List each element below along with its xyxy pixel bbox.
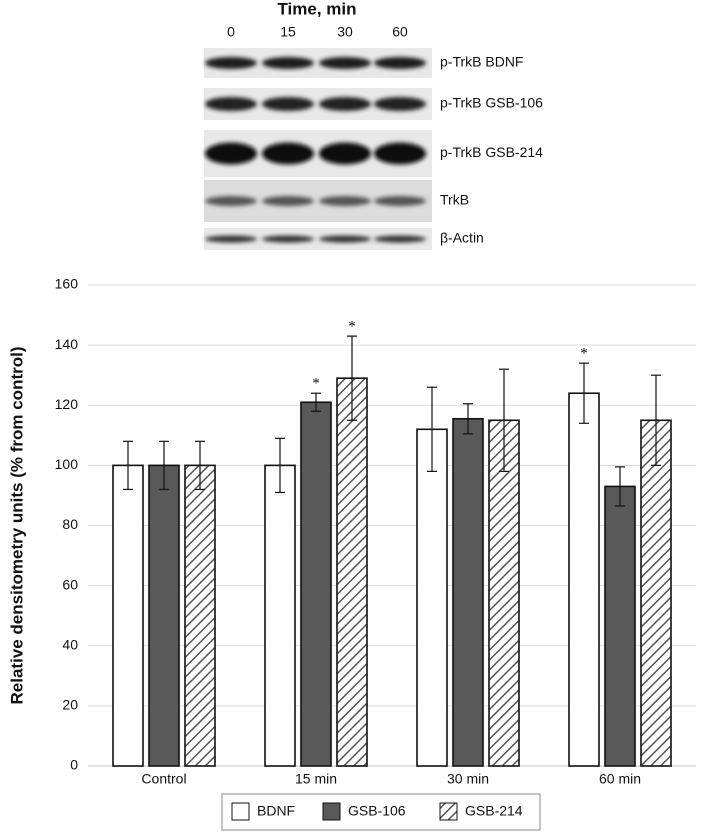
legend-label: GSB-214 bbox=[465, 803, 523, 819]
blot-band bbox=[374, 196, 426, 206]
bar bbox=[416, 428, 448, 767]
lane-label: 60 bbox=[392, 24, 408, 40]
bar bbox=[300, 401, 332, 767]
legend-swatch bbox=[439, 802, 458, 821]
blot-band bbox=[319, 57, 371, 69]
lane-label: 0 bbox=[227, 24, 235, 40]
row-label: TrkB bbox=[440, 192, 469, 208]
significance-marker: * bbox=[312, 376, 320, 392]
y-tick-label: 40 bbox=[62, 636, 78, 652]
bar bbox=[264, 464, 296, 767]
blot-band bbox=[319, 142, 371, 165]
blot-band bbox=[205, 97, 257, 111]
blot-band bbox=[374, 142, 426, 165]
blot-band bbox=[374, 97, 426, 111]
error-bar bbox=[463, 403, 473, 435]
row-label: p-TrkB GSB-214 bbox=[440, 144, 543, 160]
error-bar bbox=[615, 466, 625, 507]
y-tick-label: 140 bbox=[55, 336, 79, 352]
row-label: p-TrkB BDNF bbox=[440, 54, 523, 70]
bar bbox=[604, 485, 636, 767]
error-bar bbox=[499, 368, 509, 472]
significance-marker: * bbox=[348, 319, 356, 335]
blot-strip bbox=[204, 228, 432, 250]
x-tick-label: 60 min bbox=[599, 771, 641, 787]
blot-band bbox=[319, 196, 371, 206]
legend-swatch bbox=[231, 802, 250, 821]
bar bbox=[488, 419, 520, 767]
y-tick-label: 120 bbox=[55, 396, 79, 412]
blot-band bbox=[319, 235, 371, 243]
bar bbox=[184, 464, 216, 767]
y-tick-label: 0 bbox=[70, 757, 78, 773]
blot-band bbox=[205, 57, 257, 69]
bar bbox=[640, 419, 672, 767]
error-bar bbox=[123, 440, 133, 491]
blot-band bbox=[262, 142, 314, 165]
blot-band bbox=[262, 196, 314, 206]
x-tick-label: Control bbox=[141, 771, 186, 787]
y-tick-label: 160 bbox=[55, 276, 79, 292]
y-axis-label: Relative densitometry units (% from cont… bbox=[7, 347, 26, 705]
bar bbox=[568, 392, 600, 767]
blot-band bbox=[205, 142, 257, 165]
error-bar bbox=[427, 386, 437, 472]
significance-marker: * bbox=[580, 346, 588, 362]
error-bar bbox=[651, 374, 661, 466]
error-bar bbox=[579, 362, 589, 424]
blot-band bbox=[319, 97, 371, 111]
lane-label: 15 bbox=[280, 24, 296, 40]
bar bbox=[336, 377, 368, 767]
blot-title: Time, min bbox=[277, 0, 356, 18]
x-tick-label: 30 min bbox=[447, 771, 489, 787]
y-tick-label: 60 bbox=[62, 576, 78, 592]
row-label: β-Actin bbox=[440, 230, 484, 246]
legend-swatch bbox=[322, 802, 341, 821]
y-tick-label: 80 bbox=[62, 516, 78, 532]
blot-band bbox=[205, 196, 257, 206]
bar bbox=[112, 464, 144, 767]
blot-band bbox=[262, 235, 314, 243]
row-label: p-TrkB GSB-106 bbox=[440, 95, 543, 111]
y-tick-label: 20 bbox=[62, 697, 78, 713]
error-bar bbox=[159, 440, 169, 491]
bar bbox=[452, 417, 484, 767]
y-tick-label: 100 bbox=[55, 456, 79, 472]
legend-box bbox=[221, 793, 541, 831]
error-bar bbox=[275, 437, 285, 494]
x-tick-label: 15 min bbox=[295, 771, 337, 787]
legend-label: GSB-106 bbox=[348, 803, 406, 819]
blot-band bbox=[262, 57, 314, 69]
blot-band bbox=[374, 235, 426, 243]
error-bar bbox=[347, 335, 357, 421]
error-bar bbox=[311, 392, 321, 412]
blot-band bbox=[262, 97, 314, 111]
blot-band bbox=[374, 57, 426, 69]
blot-band bbox=[205, 235, 257, 243]
error-bar bbox=[195, 440, 205, 491]
legend-label: BDNF bbox=[257, 803, 295, 819]
bar bbox=[148, 464, 180, 767]
lane-label: 30 bbox=[337, 24, 353, 40]
